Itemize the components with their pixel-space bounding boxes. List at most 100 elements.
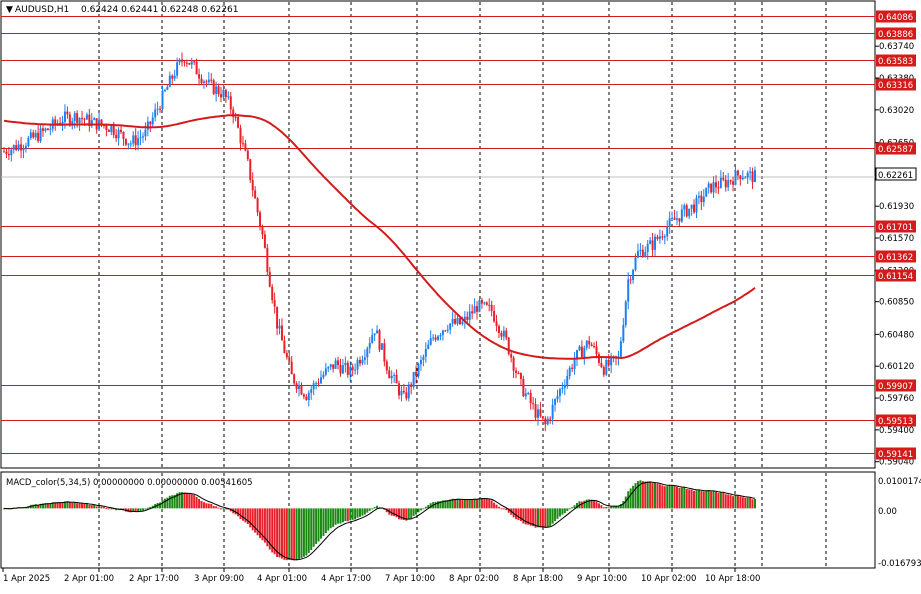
macd-bar (632, 485, 635, 509)
macd-bar (434, 501, 437, 509)
candle-body (37, 132, 40, 142)
candle-body (736, 170, 739, 176)
macd-bar (656, 483, 659, 509)
macd-bar (139, 508, 142, 511)
candle-body (124, 138, 127, 145)
macd-bar (449, 499, 452, 509)
macd-bar (212, 505, 215, 509)
macd-bar (185, 493, 188, 509)
macd-bar (593, 500, 596, 509)
candle-body (646, 243, 649, 253)
macd-bar (415, 508, 418, 515)
candle-body (456, 317, 459, 324)
macd-bar (220, 508, 223, 510)
candle-body (54, 119, 57, 125)
macd-bar (710, 491, 713, 509)
candle-body (429, 338, 432, 345)
macd-bar (42, 503, 45, 509)
macd-bar (539, 508, 542, 528)
macd-bar (666, 486, 669, 509)
macd-bar (654, 483, 657, 509)
macd-bar (722, 492, 725, 509)
macd-bar (590, 499, 593, 509)
level-tag-label: 0.63583 (878, 57, 913, 67)
candle-body (307, 392, 310, 400)
macd-bar (407, 508, 410, 520)
macd-bar (683, 487, 686, 509)
macd-tick-top: 0.0100174 (878, 477, 921, 487)
time-axis[interactable]: 1 Apr 2025 2 Apr 01:00 2 Apr 17:00 3 Apr 09… (2, 568, 760, 584)
candle-body (636, 251, 639, 258)
macd-bar (675, 486, 678, 509)
candle-body (312, 383, 315, 390)
macd-bar (729, 495, 732, 509)
macd-bar (373, 507, 376, 509)
candle-body (376, 330, 379, 334)
macd-bar (719, 492, 722, 509)
macd-bar (627, 491, 630, 509)
macd-bar (536, 508, 539, 528)
candle-body (134, 135, 137, 145)
level-tag-label: 0.61362 (878, 253, 913, 263)
candle-body (497, 326, 500, 334)
candle-body (419, 359, 422, 365)
candle-body (246, 150, 249, 160)
time-label: 9 Apr 10:00 (577, 574, 627, 584)
macd-title: MACD_color(5,34,5) 0.00000000 0.00000000… (6, 478, 253, 488)
candle-body (163, 89, 166, 91)
candle-body (722, 177, 725, 180)
macd-bar (249, 508, 252, 528)
candle-body (315, 383, 318, 385)
candle-body (139, 137, 142, 139)
macd-bar (263, 508, 266, 543)
candle-body (388, 370, 391, 379)
candle-body (241, 143, 244, 145)
macd-bar (741, 497, 744, 509)
macd-bar (200, 501, 203, 509)
macd-bar (93, 505, 96, 509)
level-tag-label: 0.64086 (878, 13, 913, 23)
candle-body (597, 354, 600, 363)
macd-bar (151, 505, 154, 509)
macd-bar (283, 508, 286, 560)
macd-bar (700, 491, 703, 509)
candle-body (549, 418, 552, 420)
candle-body (44, 128, 47, 131)
candle-body (378, 330, 381, 350)
candle-body (556, 395, 559, 400)
macd-bar (739, 496, 742, 509)
macd-bar (161, 500, 164, 509)
macd-bar (517, 508, 520, 521)
macd-bar (522, 508, 525, 524)
candle-body (710, 183, 713, 193)
candle-body (563, 385, 566, 388)
candle-body (463, 316, 466, 322)
candle-body (137, 138, 140, 145)
candle-body (632, 269, 635, 280)
macd-bar (393, 508, 396, 517)
macd-bar (583, 500, 586, 509)
candle-body (649, 240, 652, 244)
candle-body (385, 361, 388, 371)
macd-bar (744, 497, 747, 509)
header-arrow-icon[interactable]: ▼ (6, 5, 13, 15)
macd-bar (146, 507, 149, 509)
candle-body (81, 117, 84, 119)
macd-bar (293, 508, 296, 561)
candle-body (490, 304, 493, 311)
candle-body (644, 252, 647, 257)
macd-bar (619, 504, 622, 509)
macd-bar (366, 508, 369, 513)
candle-body (32, 132, 35, 138)
macd-bar (171, 495, 174, 509)
macd-bar (405, 508, 408, 521)
candle-body (639, 249, 642, 252)
macd-bar (534, 508, 537, 528)
macd-bar (302, 508, 305, 557)
candle-body (317, 383, 320, 385)
candle-body (232, 109, 235, 117)
macd-bar (602, 507, 605, 509)
macd-bar (76, 503, 79, 509)
